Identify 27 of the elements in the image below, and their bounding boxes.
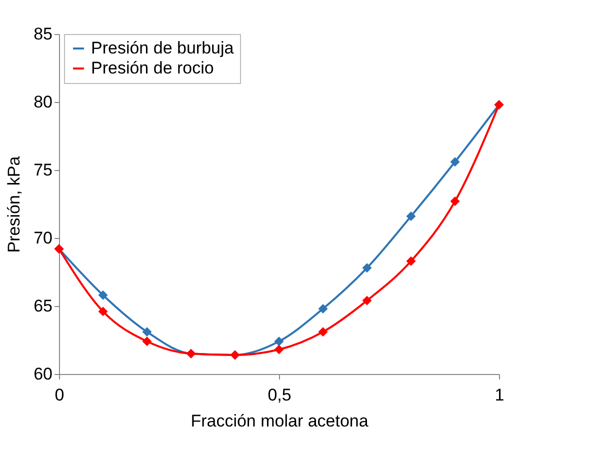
point — [406, 211, 416, 221]
y-tick-label: 60 — [34, 364, 52, 384]
legend-label: Presión de rocio — [91, 58, 214, 78]
point — [362, 263, 372, 273]
x-tick-label: 0,5 — [268, 386, 292, 404]
point — [318, 327, 328, 337]
y-tick-label: 65 — [34, 296, 52, 316]
point — [362, 296, 372, 306]
y-axis-title: Presión, kPa — [4, 156, 24, 253]
point — [274, 344, 284, 354]
point — [98, 306, 108, 316]
point — [274, 336, 284, 346]
x-tick-label: 1 — [494, 386, 504, 404]
y-tick-label: 70 — [34, 228, 52, 248]
point — [318, 304, 328, 314]
point — [406, 256, 416, 266]
point — [98, 290, 108, 300]
x-axis-title: Fracción molar acetona — [190, 412, 369, 430]
y-tick-label: 75 — [34, 160, 52, 180]
legend-label: Presión de burbuja — [91, 38, 234, 58]
y-tick-label: 85 — [34, 24, 52, 44]
point — [142, 336, 152, 346]
point — [450, 196, 460, 206]
point — [450, 157, 460, 167]
y-tick-label: 80 — [34, 92, 52, 112]
point — [142, 327, 152, 337]
x-tick-label: 0 — [54, 386, 64, 404]
